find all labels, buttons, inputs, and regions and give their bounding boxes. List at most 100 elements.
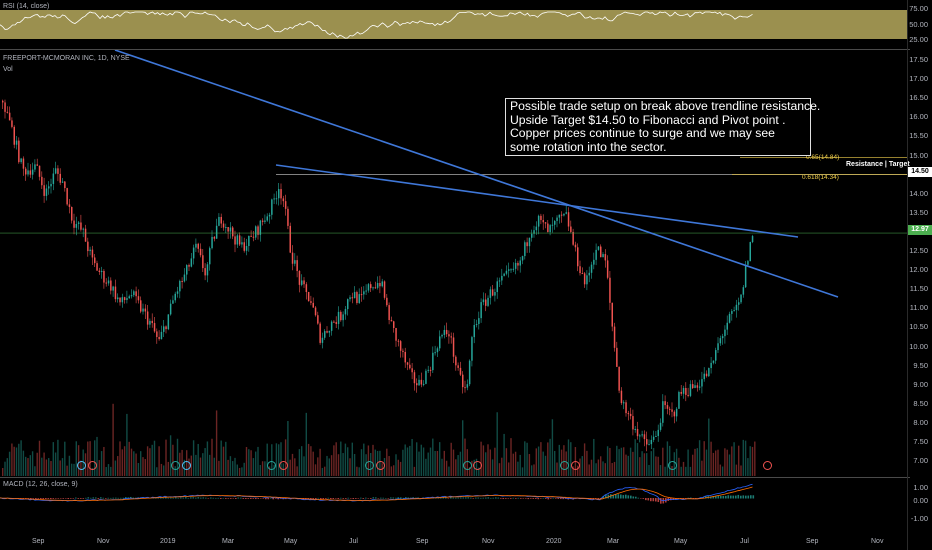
- volume-bar: [50, 461, 52, 476]
- macd-histogram-bar: [625, 494, 627, 499]
- volume-bar: [597, 459, 600, 476]
- volume-bar: [31, 451, 34, 476]
- candle-body: [289, 225, 291, 253]
- trade-setup-note[interactable]: Possible trade setup on break above tren…: [505, 98, 820, 156]
- volume-bar: [652, 447, 655, 476]
- candle-body: [34, 164, 36, 170]
- pane-separator-macd[interactable]: [0, 477, 910, 478]
- macd-histogram-bar: [395, 497, 397, 499]
- price-pane[interactable]: FREEPORT-MCMORAN INC, 1D, NYSE Vol 17.50…: [0, 50, 932, 476]
- candle-body: [25, 168, 27, 175]
- candle-body: [393, 321, 395, 329]
- rsi-pane[interactable]: RSI (14, close) 75.00 50.00 25.00: [0, 0, 932, 48]
- candle-body: [694, 385, 696, 389]
- macd-pane[interactable]: MACD (12, 26, close, 9) 1.00 0.00 -1.00: [0, 478, 932, 534]
- volume-bar: [579, 458, 581, 476]
- volume-bar: [558, 444, 560, 476]
- volume-bar: [521, 467, 524, 476]
- macd-histogram-bar: [25, 498, 27, 499]
- volume-bar: [174, 466, 176, 476]
- macd-histogram-bar: [40, 498, 42, 500]
- earnings-marker-icon[interactable]: [267, 461, 276, 470]
- earnings-marker-icon[interactable]: [171, 461, 180, 470]
- earnings-marker-icon[interactable]: [376, 461, 385, 470]
- volume-bar: [167, 461, 169, 476]
- candle-body: [100, 270, 103, 272]
- volume-bar: [696, 448, 698, 476]
- macd-histogram-bar: [187, 497, 190, 499]
- candle-body: [45, 188, 48, 196]
- earnings-marker-icon[interactable]: [668, 461, 677, 470]
- candle-body: [82, 228, 84, 230]
- pane-separator[interactable]: [0, 49, 910, 50]
- macd-histogram-bar: [745, 495, 747, 499]
- earnings-marker-icon[interactable]: [365, 461, 374, 470]
- macd-histogram-bar: [492, 497, 495, 499]
- candle-body: [498, 280, 501, 282]
- volume-bar: [468, 467, 471, 476]
- candle-body: [544, 222, 547, 224]
- macd-histogram-bar: [85, 497, 87, 499]
- symbol-title: FREEPORT-MCMORAN INC, 1D, NYSE: [3, 55, 130, 62]
- volume-bar: [232, 461, 234, 476]
- earnings-marker-icon[interactable]: [182, 461, 191, 470]
- candle-body: [448, 334, 450, 337]
- candle-body: [133, 291, 135, 296]
- candle-body: [733, 310, 735, 312]
- volume-bar: [264, 461, 266, 476]
- macd-histogram-bar: [737, 494, 740, 499]
- candle-body: [215, 225, 218, 239]
- candle-body: [409, 364, 411, 369]
- volume-bar: [326, 455, 328, 476]
- volume-bar: [583, 443, 586, 476]
- volume-bar: [238, 467, 241, 476]
- earnings-marker-icon[interactable]: [77, 461, 86, 470]
- macd-histogram-bar: [337, 498, 340, 500]
- candle-body: [487, 297, 489, 306]
- candle-body: [312, 302, 314, 308]
- candle-body: [399, 341, 402, 351]
- volume-bar: [606, 446, 609, 476]
- macd-histogram-bar: [445, 497, 447, 499]
- volume-bar: [121, 449, 123, 476]
- macd-histogram-bar: [345, 498, 347, 499]
- candle-body: [202, 255, 204, 269]
- candle-body: [616, 347, 618, 367]
- price-chart: [0, 50, 908, 476]
- candle-body: [238, 235, 241, 245]
- candle-body: [370, 284, 372, 289]
- candle-body: [606, 260, 609, 278]
- volume-bar: [126, 413, 128, 476]
- macd-histogram-bar: [377, 498, 380, 499]
- volume-bar: [73, 463, 75, 476]
- macd-histogram-bar: [632, 496, 635, 499]
- candle-body: [117, 297, 119, 300]
- earnings-marker-icon[interactable]: [279, 461, 288, 470]
- earnings-marker-icon[interactable]: [463, 461, 472, 470]
- candle-body: [586, 275, 588, 285]
- volume-bar: [393, 465, 395, 476]
- earnings-marker-icon[interactable]: [571, 461, 580, 470]
- candle-body: [135, 291, 137, 297]
- earnings-marker-icon[interactable]: [560, 461, 569, 470]
- price-axis-label: 10.50: [909, 322, 928, 332]
- time-axis-label: 2019: [160, 538, 176, 545]
- macd-histogram-bar: [747, 495, 750, 499]
- macd-histogram-bar: [407, 497, 410, 499]
- volume-bar: [514, 451, 517, 476]
- macd-histogram-bar: [172, 497, 175, 499]
- macd-histogram-bar: [225, 498, 227, 499]
- candle-body: [390, 320, 393, 322]
- macd-histogram-bar: [197, 497, 200, 499]
- macd-histogram-bar: [742, 495, 745, 499]
- earnings-marker-icon[interactable]: [763, 461, 772, 470]
- macd-histogram-bar: [702, 497, 705, 499]
- macd-histogram-bar: [57, 498, 60, 499]
- earnings-marker-icon[interactable]: [88, 461, 97, 470]
- candle-body: [252, 236, 255, 238]
- candle-body: [466, 384, 469, 388]
- macd-histogram-bar: [107, 497, 110, 499]
- earnings-marker-icon[interactable]: [473, 461, 482, 470]
- volume-bar: [206, 441, 209, 476]
- macd-histogram-bar: [230, 498, 232, 499]
